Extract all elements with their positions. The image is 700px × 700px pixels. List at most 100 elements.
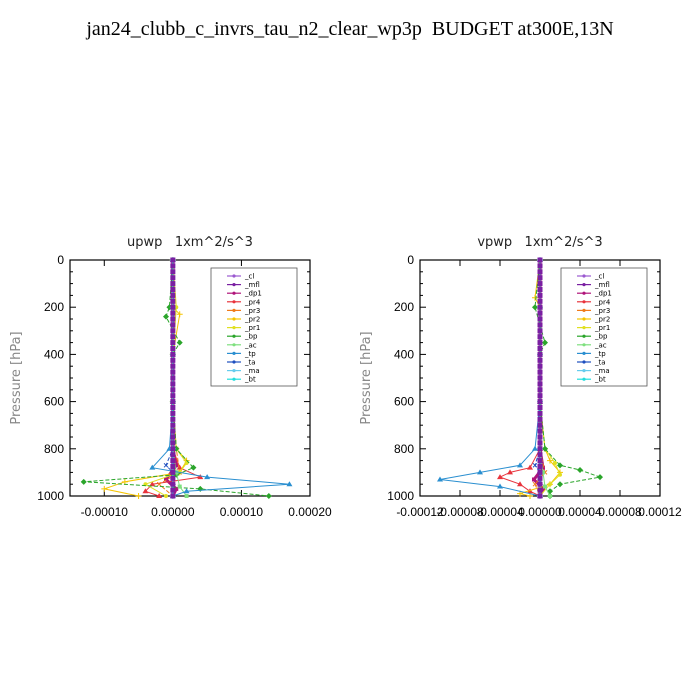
- data-point: [170, 381, 176, 387]
- chart-title: upwp 1xm^2/s^3: [127, 235, 253, 250]
- data-point: [537, 369, 543, 375]
- data-point: [170, 410, 176, 416]
- data-point: [532, 462, 538, 468]
- data-point: [437, 476, 443, 482]
- data-point: [537, 263, 543, 269]
- data-point: [170, 416, 176, 422]
- x-tick-label: 0.00004: [558, 505, 602, 519]
- data-point: [537, 416, 543, 422]
- data-point: [477, 469, 483, 475]
- data-point: [537, 387, 543, 393]
- series-line-bp: [534, 259, 602, 496]
- chart-title: vpwp 1xm^2/s^3: [477, 235, 602, 250]
- data-point: [532, 477, 536, 482]
- data-point: [537, 275, 543, 281]
- y-tick-label: 1000: [37, 489, 64, 503]
- data-point: [170, 440, 176, 446]
- series-line-pr1: [144, 259, 188, 497]
- legend-label: _mfl: [244, 281, 260, 289]
- x-tick-label: -0.00008: [436, 505, 484, 519]
- data-point: [80, 478, 87, 485]
- data-point: [541, 486, 545, 491]
- data-point: [537, 381, 543, 387]
- data-point: [135, 493, 142, 499]
- legend-marker: [582, 377, 586, 381]
- data-point: [197, 485, 204, 492]
- data-point: [537, 269, 543, 275]
- y-tick-label: 0: [407, 253, 414, 267]
- data-point: [170, 481, 176, 487]
- y-tick-label: 0: [57, 253, 64, 267]
- legend-label: _dp1: [594, 290, 612, 298]
- legend-label: _cl: [594, 273, 604, 281]
- legend: _cl_mfl_dp1_pr4_pr3_pr2_pr1_bp_ac_tp_ta_…: [210, 267, 298, 387]
- data-point: [537, 292, 543, 298]
- legend-label: _dp1: [244, 290, 262, 298]
- x-tick-label: -0.00010: [81, 505, 129, 519]
- data-point: [170, 369, 176, 375]
- legend-marker: [232, 343, 236, 347]
- data-point: [170, 334, 176, 340]
- data-point: [537, 328, 543, 334]
- data-point: [174, 486, 179, 491]
- series-markers-pr1: [143, 258, 189, 498]
- legend-marker: [582, 300, 586, 304]
- data-point: [170, 346, 176, 351]
- legend-marker: [232, 326, 236, 330]
- data-point: [537, 422, 543, 428]
- data-point: [537, 405, 543, 410]
- data-point: [548, 494, 552, 498]
- legend-marker: [582, 283, 586, 287]
- data-point: [170, 469, 176, 475]
- data-point: [170, 422, 176, 428]
- legend-marker: [232, 360, 236, 364]
- y-tick-label: 600: [44, 395, 64, 409]
- legend-marker: [232, 291, 236, 295]
- x-tick-label: 0.00000: [151, 505, 195, 519]
- data-point: [170, 298, 176, 304]
- y-tick-label: 400: [394, 347, 414, 361]
- data-point: [532, 304, 538, 311]
- data-point: [170, 310, 176, 316]
- chart-panel-1: upwp 1xm^2/s^3 Pressure [hPa] 0 200 400 600 80…: [9, 235, 332, 519]
- series-line-tp: [439, 260, 541, 497]
- y-tick-label: 400: [44, 347, 64, 361]
- data-point: [537, 310, 543, 316]
- data-point: [517, 481, 523, 487]
- legend-label: _pr1: [244, 324, 260, 332]
- legend-label: _tp: [594, 350, 606, 358]
- data-point: [497, 474, 503, 480]
- y-tick-label: 600: [394, 395, 414, 409]
- data-point: [537, 487, 543, 493]
- data-point: [170, 322, 176, 328]
- legend-marker: [582, 360, 586, 364]
- data-point: [537, 281, 543, 287]
- data-point: [170, 493, 176, 499]
- data-point: [537, 452, 543, 458]
- data-point: [537, 475, 543, 481]
- data-point: [170, 375, 176, 381]
- legend-label: _ma: [594, 367, 610, 375]
- data-point: [170, 281, 176, 287]
- data-point: [170, 328, 176, 334]
- x-tick-label: -0.00004: [476, 505, 524, 519]
- data-point: [537, 375, 543, 381]
- data-point: [542, 339, 548, 346]
- data-point: [163, 462, 169, 468]
- data-point: [537, 440, 543, 446]
- data-point: [537, 493, 543, 499]
- data-point: [164, 494, 168, 498]
- zero-column-markers: [537, 257, 543, 499]
- data-point: [265, 493, 272, 499]
- data-point: [170, 393, 176, 399]
- data-point: [176, 464, 183, 470]
- data-point: [170, 263, 176, 269]
- data-point: [170, 428, 176, 434]
- data-point: [170, 363, 176, 369]
- legend-marker: [232, 377, 236, 381]
- data-point: [537, 399, 543, 405]
- legend-label: _mfl: [594, 281, 610, 289]
- y-tick-label: 1000: [387, 489, 414, 503]
- data-point: [543, 484, 547, 489]
